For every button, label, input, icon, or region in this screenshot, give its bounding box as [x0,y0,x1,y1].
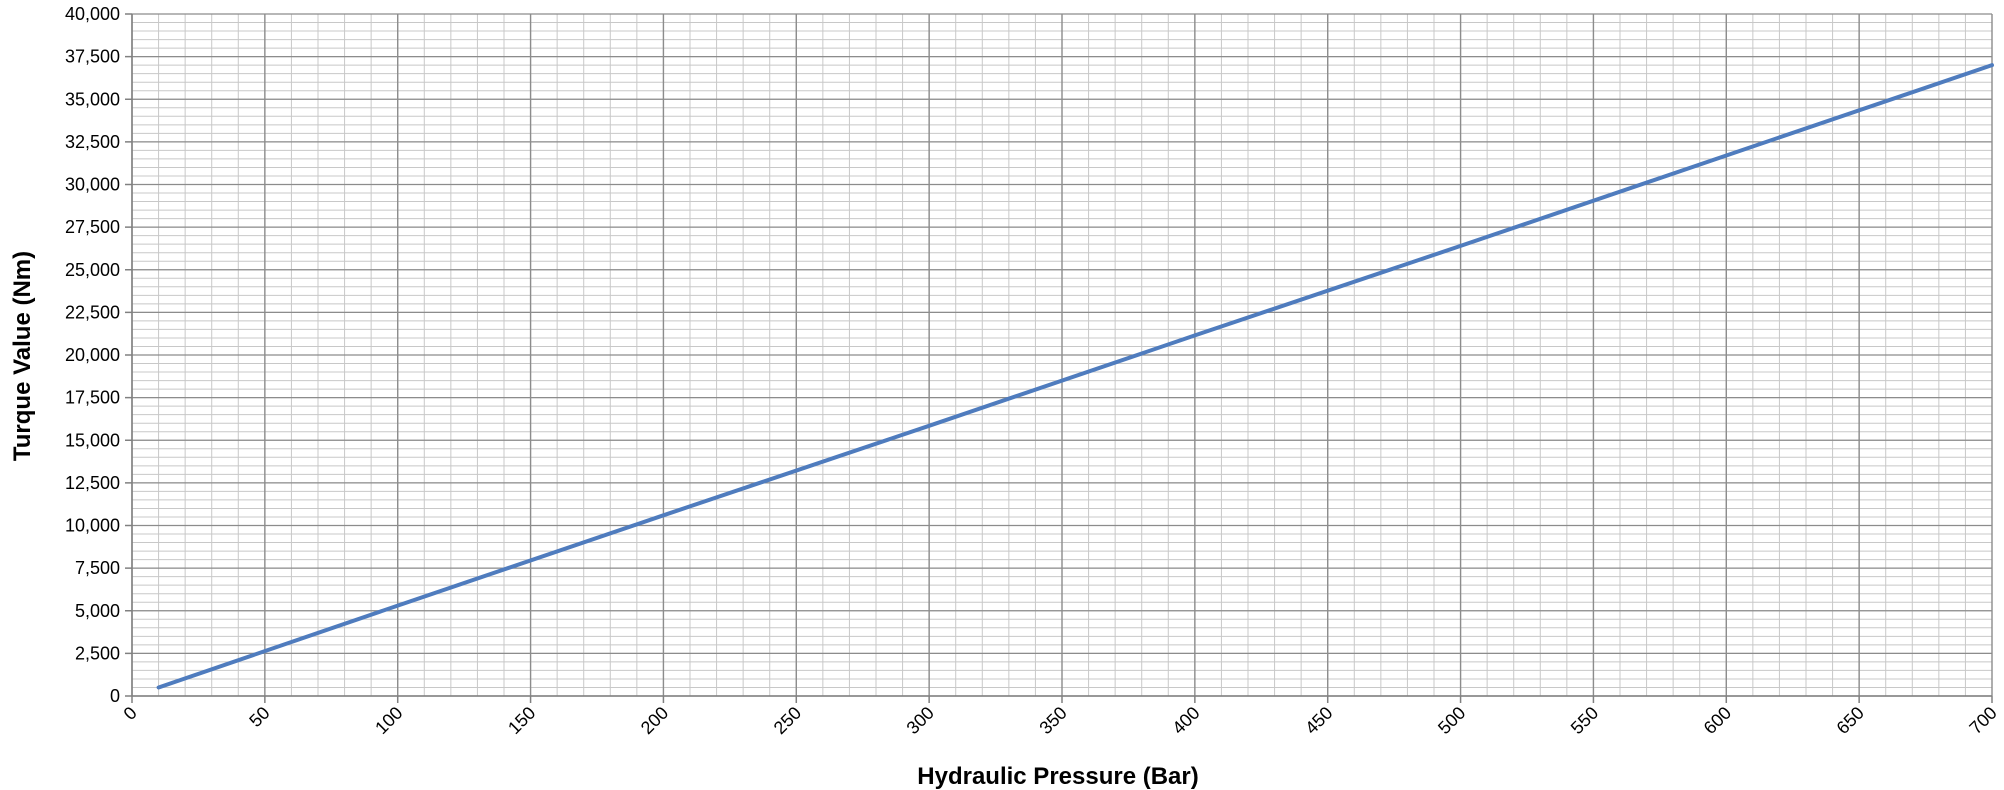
axes [125,13,1993,703]
major-grid [131,13,1993,697]
y-tick-label: 2,500 [75,643,120,663]
x-tick-label: 300 [903,703,938,738]
y-tick-label: 27,500 [65,217,120,237]
y-tick-label: 25,000 [65,260,120,280]
y-tick-label: 30,000 [65,175,120,195]
y-tick-label: 20,000 [65,345,120,365]
y-tick-label: 10,000 [65,516,120,536]
x-tick-label: 150 [504,703,539,738]
x-tick-label: 200 [637,703,672,738]
x-tick-label: 650 [1833,703,1868,738]
y-tick-label: 12,500 [65,473,120,493]
x-tick-label: 400 [1168,703,1203,738]
y-tick-label: 32,500 [65,132,120,152]
x-tick-label: 350 [1035,703,1070,738]
y-tick-label: 7,500 [75,558,120,578]
y-tick-label: 5,000 [75,601,120,621]
y-tick-label: 15,000 [65,430,120,450]
y-tick-label: 17,500 [65,388,120,408]
x-tick-label: 0 [120,703,141,724]
y-tick-label: 35,000 [65,89,120,109]
x-tick-label: 500 [1434,703,1469,738]
x-axis-title: Hydraulic Pressure (Bar) [917,763,1198,790]
x-tick-label: 100 [371,703,406,738]
x-tick-label: 550 [1567,703,1602,738]
y-tick-label: 40,000 [65,4,120,24]
x-tick-labels: 0 50 100 150 200 250 300 350 400 450 500 550 600 650 7… [120,703,2001,738]
y-tick-label: 0 [110,686,120,706]
x-tick-label: 450 [1301,703,1336,738]
y-tick-label: 37,500 [65,47,120,67]
y-axis-title: Turque Value (Nm) [9,251,36,461]
x-tick-label: 700 [1965,703,2000,738]
series-line [156,63,1994,690]
y-tick-label: 22,500 [65,302,120,322]
series-layer [156,63,1994,690]
y-tick-labels: 0 2,500 5,000 7,500 10,000 12,500 15,000 17,500… [65,4,120,706]
x-tick-label: 50 [245,703,273,731]
x-tick-label: 600 [1700,703,1735,738]
x-tick-label: 250 [770,703,805,738]
